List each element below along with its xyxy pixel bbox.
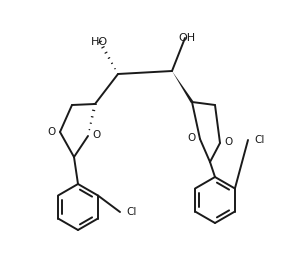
Text: O: O [92, 130, 100, 140]
Text: Cl: Cl [126, 207, 136, 217]
Polygon shape [172, 71, 193, 103]
Text: O: O [48, 127, 56, 137]
Text: HO: HO [90, 37, 108, 47]
Text: Cl: Cl [254, 135, 264, 145]
Text: O: O [188, 133, 196, 143]
Text: OH: OH [178, 33, 195, 43]
Text: O: O [224, 137, 232, 147]
